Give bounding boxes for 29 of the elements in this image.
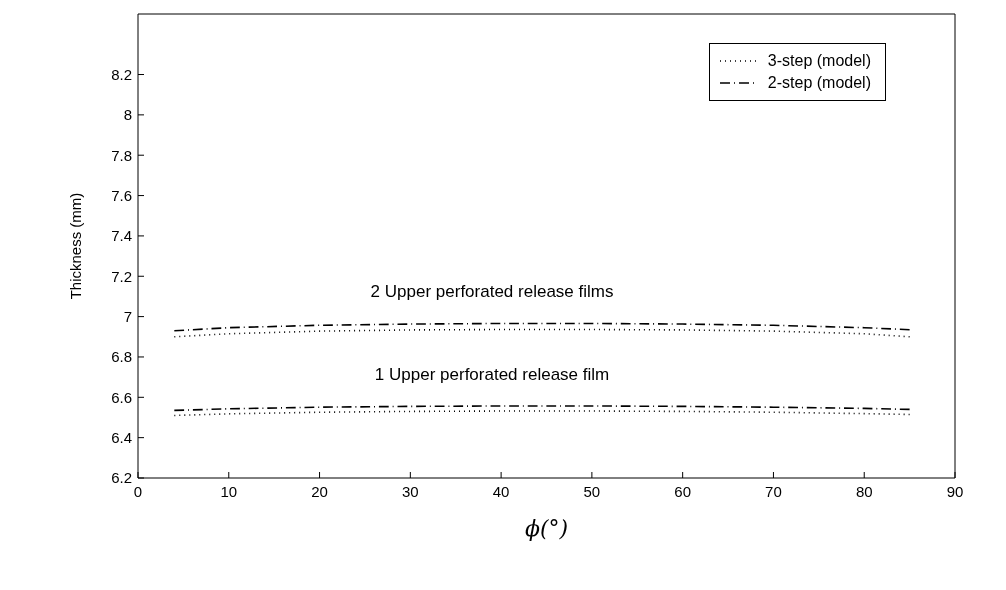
y-tick-label: 7.2 <box>111 267 132 285</box>
y-tick-label: 8.2 <box>111 65 132 83</box>
x-tick-label: 50 <box>583 482 601 500</box>
x-tick-label: 0 <box>133 482 143 500</box>
y-tick-label: 7.6 <box>111 186 132 204</box>
y-tick-label: 7.4 <box>111 227 132 245</box>
annotation: 2 Upper perforated release films <box>370 282 614 302</box>
y-axis-title: Thickness (mm) <box>67 192 85 300</box>
y-tick-label: 6.8 <box>111 348 132 366</box>
y-tick-label: 7 <box>123 307 132 325</box>
x-tick-label: 30 <box>401 482 419 500</box>
line-series <box>173 322 911 332</box>
legend-label: 2-step (model) <box>767 73 871 93</box>
x-axis-title: ϕ(°) <box>524 516 569 541</box>
legend-label: 3-step (model) <box>767 51 871 71</box>
x-tick-label: 90 <box>946 482 964 500</box>
x-tick-label: 10 <box>220 482 238 500</box>
y-tick-label: 6.6 <box>111 388 132 406</box>
x-tick-label: 60 <box>674 482 692 500</box>
line-series <box>173 328 911 338</box>
y-tick-label: 6.2 <box>111 469 132 487</box>
y-tick-label: 8 <box>123 106 132 124</box>
x-tick-label: 20 <box>311 482 328 500</box>
x-tick-label: 70 <box>765 482 782 500</box>
annotation: 1 Upper perforated release film <box>374 364 610 384</box>
y-tick-label: 7.8 <box>111 146 132 164</box>
y-tick-label: 6.4 <box>111 428 132 446</box>
x-tick-label: 80 <box>855 482 873 500</box>
x-tick-label: 40 <box>492 482 510 500</box>
